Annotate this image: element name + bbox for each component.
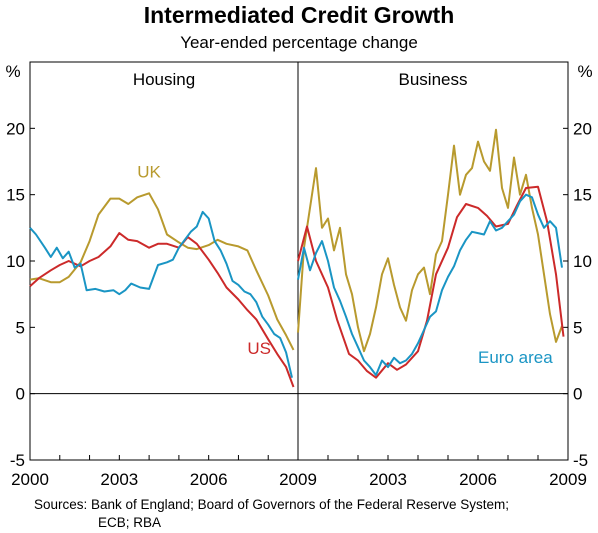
y-tick-left-15: 15 [6,186,25,205]
x-tick-2000: 2000 [11,470,49,489]
y-tick-left-10: 10 [6,252,25,271]
series-line-uk [29,192,295,351]
y-tick-left-0: 0 [16,385,25,404]
series-label-uk: UK [137,162,161,181]
x-tick-2006: 2006 [459,470,497,489]
y-tick-left-5: 5 [16,318,25,337]
series-line-euro-area [29,210,293,378]
y-tick-left--5: -5 [10,451,25,470]
y-tick-right-0: 0 [573,385,582,404]
y-tick-left-20: 20 [6,119,25,138]
chart-title: Intermediated Credit Growth [143,2,455,28]
chart-subtitle: Year-ended percentage change [180,33,418,52]
y-unit-right: % [577,62,592,81]
source-line-2: ECB; RBA [98,515,162,530]
y-tick-right-20: 20 [573,119,592,138]
source-note: Sources: Bank of England; Board of Gover… [34,496,594,532]
x-tick-2009: 2009 [549,470,587,489]
x-tick-2003: 2003 [369,470,407,489]
series-label-us: US [247,339,271,358]
source-line-1: Sources: Bank of England; Board of Gover… [34,497,509,512]
series-line-uk [297,128,563,353]
series-line-euro-area [297,193,563,377]
panel-title-business: Business [399,70,468,89]
x-tick-2009: 2009 [279,470,317,489]
series-line-us [29,232,295,388]
y-tick-right-15: 15 [573,186,592,205]
y-tick-right--5: -5 [573,451,588,470]
x-tick-2003: 2003 [100,470,138,489]
y-unit-left: % [5,62,20,81]
x-tick-2006: 2006 [190,470,228,489]
series-line-us [297,185,565,379]
y-tick-right-5: 5 [573,318,582,337]
series-label-euro-area: Euro area [478,348,553,367]
panel-title-housing: Housing [133,70,195,89]
y-tick-right-10: 10 [573,252,592,271]
